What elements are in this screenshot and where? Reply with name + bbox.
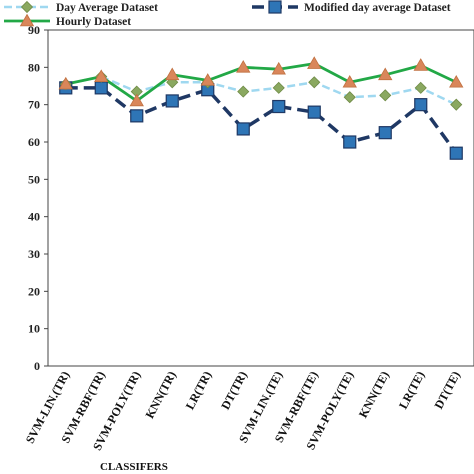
series-2 [65, 62, 457, 103]
triangle-marker [129, 93, 144, 107]
series-0 [65, 75, 457, 106]
legend-label: Day Average Dataset [56, 2, 158, 14]
series-markers-2 [58, 56, 464, 107]
diamond-marker [20, 0, 34, 14]
square-marker [449, 146, 463, 160]
y-tick-label: 50 [28, 172, 40, 186]
series-line [65, 86, 458, 155]
square-marker [272, 99, 286, 114]
triangle-marker [271, 61, 286, 75]
series-line [65, 62, 457, 103]
x-tick-label: DT(TE) [431, 369, 462, 411]
legend-item: Modified day average Dataset [252, 0, 451, 14]
y-tick-label: 30 [28, 247, 40, 261]
legend: Day Average Dataset Modified day average … [4, 0, 451, 28]
square-marker [414, 98, 428, 112]
triangle-marker [165, 67, 180, 81]
diamond-marker [379, 89, 392, 102]
square-marker [268, 0, 282, 14]
square-marker [165, 94, 179, 108]
diamond-marker [414, 81, 427, 94]
legend-item: Hourly Dataset [4, 13, 131, 28]
x-tick-label: LR(TR) [183, 369, 215, 412]
x-tick-label: DT(TR) [218, 369, 250, 412]
y-tick-label: 20 [28, 284, 40, 298]
triangle-marker [19, 13, 35, 27]
legend-label: Modified day average Dataset [304, 2, 451, 14]
series-1 [65, 86, 458, 155]
series-layer [58, 56, 464, 160]
y-tick-label: 90 [28, 23, 40, 37]
triangle-marker [58, 76, 73, 90]
triangle-marker [413, 58, 428, 71]
triangle-marker [236, 60, 251, 73]
plot-border [47, 29, 474, 367]
x-tick-label: KNN(TE) [356, 369, 392, 420]
square-marker [94, 81, 108, 95]
y-tick-label: 0 [34, 359, 40, 373]
diamond-marker [272, 81, 285, 94]
diamond-marker [343, 91, 356, 104]
legend-item: Day Average Dataset [4, 0, 158, 14]
series-markers-1 [59, 81, 463, 160]
triangle-marker [200, 73, 215, 86]
x-tick-label: LR(TE) [396, 369, 427, 411]
y-axis: 0 10 20 30 40 50 60 70 80 90 [28, 23, 48, 373]
series-line [65, 75, 457, 106]
y-tick-label: 80 [28, 60, 40, 74]
square-marker [343, 135, 357, 149]
square-marker [130, 109, 144, 123]
square-marker [236, 122, 250, 136]
legend-label: Hourly Dataset [56, 16, 131, 28]
triangle-marker [342, 74, 357, 88]
diamond-marker [237, 85, 250, 98]
triangle-marker [307, 56, 322, 69]
x-tick-label: KNN(TR) [142, 369, 178, 421]
triangle-marker [378, 67, 393, 81]
x-axis-title: CLASSIFERS [100, 461, 168, 473]
x-axis: SVM-LIN.(TR)SVM-RBF(TR)SVM-POLY(TR) KNN(T… [23, 369, 463, 453]
triangle-marker [94, 69, 109, 82]
diamond-marker [308, 76, 321, 89]
y-tick-label: 40 [28, 210, 40, 224]
y-tick-label: 60 [28, 135, 40, 149]
triangle-marker [449, 74, 464, 88]
square-marker [378, 126, 392, 140]
y-tick-label: 70 [28, 98, 40, 112]
plot-area [47, 29, 474, 367]
diamond-marker [450, 98, 463, 111]
square-marker [307, 105, 321, 119]
y-tick-label: 10 [28, 322, 40, 336]
